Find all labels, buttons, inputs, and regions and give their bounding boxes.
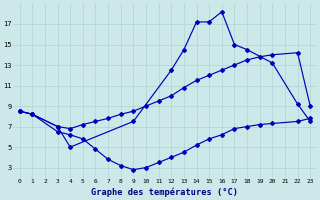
X-axis label: Graphe des températures (°C): Graphe des températures (°C) [92, 187, 238, 197]
